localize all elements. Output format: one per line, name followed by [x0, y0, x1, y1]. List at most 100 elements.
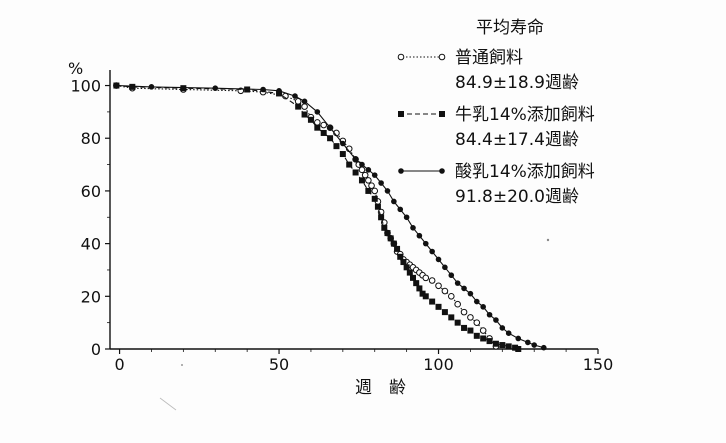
- data-point: [406, 269, 413, 276]
- data-point: [400, 259, 407, 266]
- data-point: [403, 214, 410, 221]
- data-point: [435, 256, 442, 263]
- data-point: [301, 103, 308, 110]
- legend-title: 平均寿命: [476, 18, 544, 38]
- data-point: [352, 156, 359, 163]
- data-point: [307, 116, 314, 123]
- data-point: [531, 342, 538, 348]
- legend-marker: [398, 111, 404, 117]
- data-point: [371, 172, 378, 178]
- data-point: [394, 245, 401, 252]
- scan-mark: [159, 397, 177, 411]
- data-point: [361, 171, 369, 179]
- legend-label: 酸乳14%添加飼料: [455, 162, 595, 182]
- scan-dot: [181, 364, 183, 366]
- data-point: [368, 182, 375, 189]
- data-point: [365, 167, 372, 173]
- data-point: [403, 264, 410, 271]
- data-point: [419, 290, 426, 297]
- data-point: [371, 187, 379, 195]
- legend-stat: 84.9±18.9週齢: [455, 73, 579, 93]
- data-point: [525, 339, 531, 346]
- data-point: [148, 84, 155, 90]
- data-point: [429, 298, 436, 305]
- data-point: [416, 285, 423, 292]
- data-point: [499, 342, 506, 349]
- series-yogurt-feed: [113, 82, 547, 351]
- data-point: [454, 300, 461, 308]
- data-point: [320, 121, 327, 129]
- data-point: [441, 309, 448, 316]
- data-point: [448, 314, 455, 321]
- data-point: [180, 85, 187, 92]
- data-point: [473, 332, 480, 339]
- data-point: [410, 225, 416, 231]
- data-point: [391, 198, 397, 205]
- series-layer: [113, 82, 547, 352]
- data-point: [435, 282, 442, 290]
- data-point: [292, 93, 298, 99]
- data-point: [492, 340, 499, 347]
- data-point: [435, 303, 442, 310]
- legend-marker: [398, 168, 404, 174]
- legend-marker: [439, 111, 445, 117]
- x-tick-label: 150: [583, 355, 614, 374]
- data-point: [480, 335, 487, 342]
- data-point: [448, 272, 455, 279]
- data-point: [422, 274, 430, 282]
- data-point: [374, 203, 381, 210]
- legend-marker: [397, 53, 405, 61]
- data-point: [467, 314, 474, 321]
- data-point: [461, 324, 468, 331]
- data-point: [387, 235, 394, 242]
- data-point: [384, 230, 391, 237]
- data-point: [454, 280, 461, 286]
- data-point: [320, 129, 327, 136]
- data-point: [540, 344, 547, 351]
- y-tick-label: 20: [81, 287, 101, 306]
- data-point: [384, 188, 391, 194]
- legend-marker: [439, 168, 445, 174]
- legend-marker: [438, 53, 446, 61]
- data-point: [352, 169, 359, 176]
- data-point: [339, 151, 346, 158]
- data-point: [441, 287, 449, 295]
- data-point: [499, 325, 506, 331]
- data-point: [314, 119, 321, 126]
- data-point: [505, 330, 512, 336]
- data-point: [390, 240, 397, 247]
- data-point: [397, 253, 404, 260]
- data-point: [416, 232, 423, 239]
- legend-stat: 84.4±17.4週齢: [455, 130, 579, 150]
- data-point: [365, 187, 372, 194]
- y-tick-label: 100: [70, 77, 101, 96]
- data-point: [333, 143, 340, 150]
- data-point: [515, 346, 522, 352]
- data-point: [113, 82, 120, 89]
- data-point: [260, 86, 266, 93]
- y-tick-label: 60: [81, 182, 101, 201]
- data-point: [365, 177, 372, 184]
- x-tick-label: 0: [114, 355, 124, 374]
- data-point: [295, 103, 302, 110]
- data-point: [515, 335, 522, 342]
- data-point: [428, 277, 436, 284]
- data-point: [359, 161, 365, 168]
- data-point: [381, 224, 388, 231]
- x-tick-label: 100: [423, 355, 454, 374]
- data-point: [467, 327, 474, 334]
- data-point: [301, 111, 308, 118]
- data-point: [505, 343, 512, 350]
- data-point: [467, 290, 474, 297]
- y-axis-label: %: [68, 59, 83, 78]
- data-point: [371, 195, 378, 202]
- data-point: [422, 293, 429, 300]
- y-tick-label: 80: [81, 129, 101, 148]
- data-point: [378, 214, 385, 221]
- legend-entry: 酸乳14%添加飼料 91.8±20.0週齢: [398, 162, 595, 207]
- data-point: [454, 319, 461, 326]
- data-point: [447, 293, 455, 300]
